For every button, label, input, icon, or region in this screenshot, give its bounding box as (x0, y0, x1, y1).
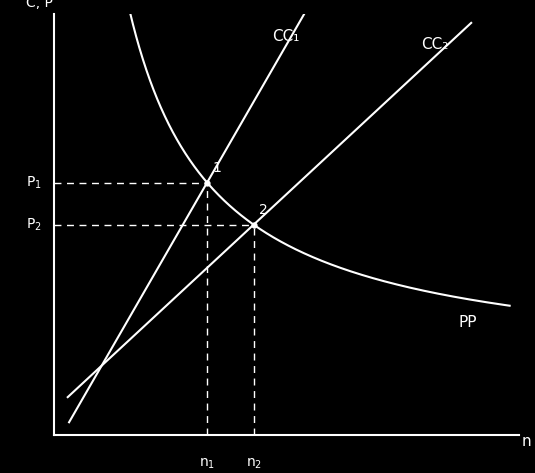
Text: P$_2$: P$_2$ (26, 217, 42, 233)
Text: 1: 1 (213, 161, 221, 175)
Text: n$_2$: n$_2$ (246, 456, 262, 471)
Text: CC₁: CC₁ (272, 29, 300, 44)
Text: C, P: C, P (26, 0, 52, 10)
Text: PP: PP (458, 315, 477, 330)
Text: n$_1$: n$_1$ (199, 456, 215, 471)
Text: 2: 2 (259, 203, 268, 217)
Text: n: n (521, 434, 531, 449)
Text: CC₂: CC₂ (422, 37, 449, 53)
Text: P$_1$: P$_1$ (26, 175, 42, 191)
